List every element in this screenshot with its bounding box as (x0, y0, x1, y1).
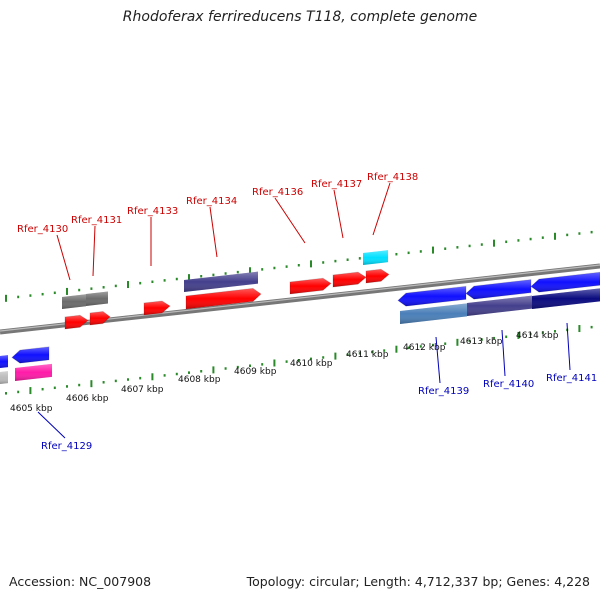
leader-line (501, 329, 506, 377)
leader-line (566, 322, 571, 371)
gene-label-top[interactable]: Rfer_4136 (252, 187, 303, 198)
feature-rfer-4134 (185, 287, 262, 310)
scale-label: 4607 kbp (121, 385, 164, 395)
label-leader-lines (37, 182, 571, 439)
feature-cyan-1 (363, 250, 388, 265)
feature-rfer-4138 (365, 268, 390, 284)
scale-ticks (5, 230, 593, 395)
gene-label-top[interactable]: Rfer_4133 (127, 206, 178, 217)
feature-gray-edge (0, 371, 8, 384)
feature-rfer-4131 (89, 311, 111, 326)
feature-blue-1 (397, 285, 467, 307)
feature-rfer-4137 (332, 271, 367, 288)
leader-line (56, 234, 71, 281)
map-title: Rhodoferax ferrireducens T118, complete … (122, 9, 478, 25)
gene-label-top[interactable]: Rfer_4138 (367, 172, 418, 183)
feature-gray-1 (62, 294, 86, 309)
gene-label-top[interactable]: Rfer_4134 (186, 196, 237, 207)
feature-blue-left (11, 346, 50, 364)
scale-label: 4610 kbp (290, 359, 333, 369)
feature-rfer-4139 (400, 303, 467, 324)
gene-label-bottom[interactable]: Rfer_4141 (546, 373, 597, 384)
gene-label-bottom[interactable]: Rfer_4140 (483, 379, 534, 390)
gene-label-top[interactable]: Rfer_4137 (311, 179, 362, 190)
scale-label: 4605 kbp (10, 404, 53, 414)
gene-label-bottom[interactable]: Rfer_4139 (418, 386, 469, 397)
feature-blue-edge (0, 355, 8, 368)
gene-label-top[interactable]: Rfer_4130 (17, 224, 68, 235)
scale-label: 4611 kbp (346, 350, 389, 360)
feature-gray-2 (86, 291, 108, 306)
accession-text: Accession: NC_007908 (9, 574, 152, 589)
genome-summary-text: Topology: circular; Length: 4,712,337 bp… (246, 574, 590, 589)
scale-label: 4606 kbp (66, 394, 109, 404)
feature-rfer-4129 (15, 363, 52, 381)
feature-rfer-4140 (467, 295, 532, 316)
scale-label: 4614 kbp (516, 331, 559, 341)
scale-label: 4612 kbp (403, 343, 446, 353)
scale-labels: 4605 kbp 4606 kbp 4607 kbp 4608 kbp 4609 kbp… (10, 331, 559, 414)
gene-features (0, 250, 600, 384)
feature-blue-2 (465, 279, 532, 300)
scale-label: 4613 kbp (460, 337, 503, 347)
leader-line (435, 336, 441, 384)
feature-blue-3 (530, 271, 600, 293)
leader-line (37, 411, 66, 439)
gene-label-bottom[interactable]: Rfer_4129 (41, 441, 92, 452)
leader-line (209, 206, 218, 258)
scale-label: 4608 kbp (178, 375, 221, 385)
gene-label-top[interactable]: Rfer_4131 (71, 215, 122, 226)
scale-label: 4609 kbp (234, 367, 277, 377)
leader-line (274, 197, 306, 244)
leader-line (372, 182, 391, 236)
feature-rfer-4130 (64, 314, 89, 330)
leader-line (92, 225, 96, 277)
leader-line (333, 189, 344, 239)
feature-rfer-4136 (289, 277, 332, 295)
feature-slate-1 (184, 271, 258, 292)
feature-rfer-4141 (532, 288, 600, 309)
feature-rfer-4133 (143, 300, 171, 316)
